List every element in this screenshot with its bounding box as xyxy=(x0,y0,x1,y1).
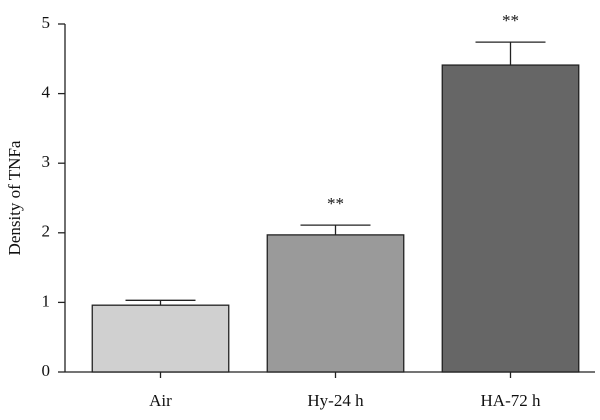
y-axis-label: Density of TNFa xyxy=(5,140,24,255)
y-tick-label: 2 xyxy=(42,222,51,241)
x-tick-label: Hy-24 h xyxy=(307,391,364,410)
y-tick-label: 5 xyxy=(42,13,51,32)
y-tick-label: 0 xyxy=(42,361,51,380)
y-tick-label: 3 xyxy=(42,152,51,171)
significance-label: ** xyxy=(327,194,344,213)
bar xyxy=(441,64,580,373)
error-bar xyxy=(475,41,546,66)
error-bar xyxy=(125,299,196,306)
x-tick-label: HA-72 h xyxy=(481,391,541,410)
error-bar xyxy=(300,224,371,235)
significance-label: ** xyxy=(502,11,519,30)
bar xyxy=(266,234,405,373)
bar xyxy=(91,304,230,373)
y-tick-label: 1 xyxy=(42,291,51,310)
x-tick-label: Air xyxy=(149,391,172,410)
y-tick-label: 4 xyxy=(42,83,51,102)
